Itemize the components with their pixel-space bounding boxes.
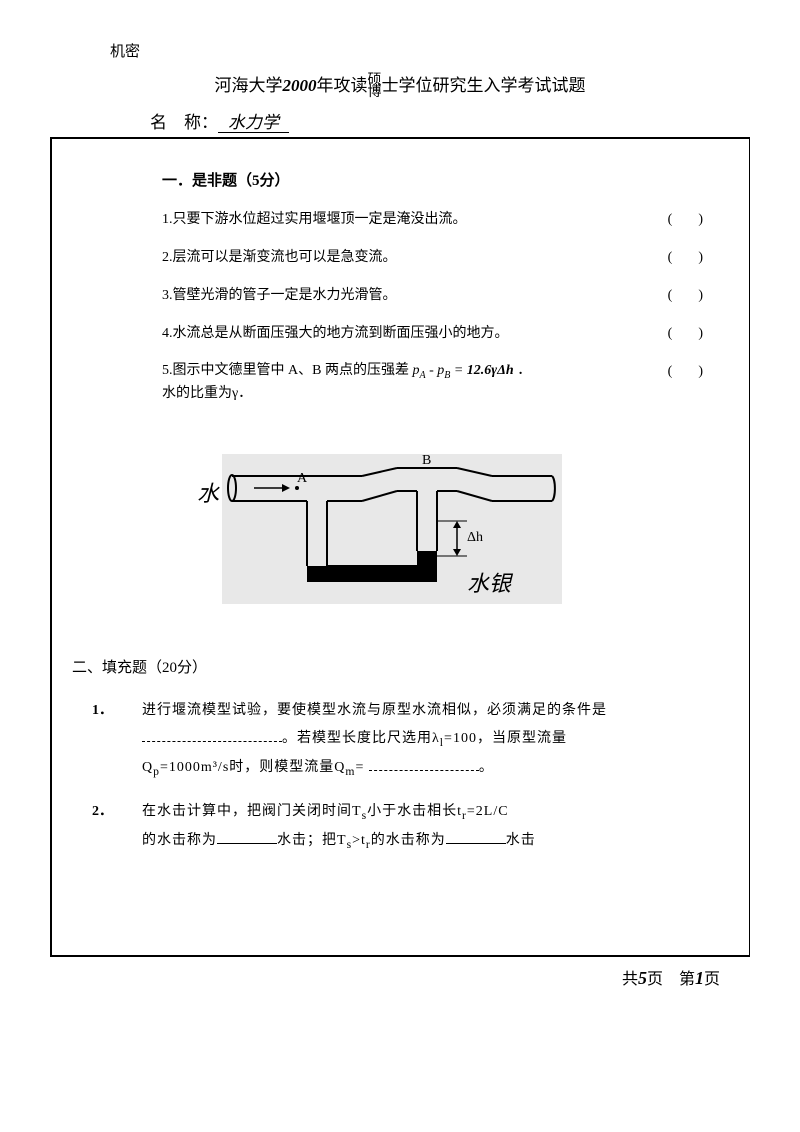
fill-q2-num: 2． bbox=[92, 798, 142, 856]
answer-bracket: ( ) bbox=[668, 208, 709, 228]
fill-q1-text: 进行堰流模型试验，要使模型水流与原型水流相似，必须满足的条件是 。若模型长度比尺… bbox=[142, 697, 709, 783]
label-a: A bbox=[297, 471, 308, 486]
label-b: B bbox=[422, 453, 431, 468]
question-3-text: 3.管壁光滑的管子一定是水力光滑管。 bbox=[162, 284, 648, 304]
question-5-text: 5.图示中文德里管中 A、B 两点的压强差 pA - pB = 12.6γΔh … bbox=[162, 360, 531, 406]
subject-label: 名 称： bbox=[150, 113, 218, 132]
question-4-text: 4.水流总是从断面压强大的地方流到断面压强小的地方。 bbox=[162, 322, 648, 342]
question-1: 1.只要下游水位超过实用堰堰顶一定是淹没出流。 ( ) bbox=[162, 208, 709, 228]
section1-title: 一．是非题（5分） bbox=[162, 169, 709, 190]
answer-bracket: ( ) bbox=[668, 246, 709, 266]
question-3: 3.管壁光滑的管子一定是水力光滑管。 ( ) bbox=[162, 284, 709, 304]
current-page: 1 bbox=[695, 968, 704, 988]
venturi-svg: A B Δh bbox=[202, 446, 582, 626]
page-footer: 共5页 第1页 bbox=[50, 965, 720, 989]
exam-title: 河海大学2000年攻读硕博士学位研究生入学考试试题 bbox=[50, 71, 750, 100]
label-dh: Δh bbox=[467, 530, 483, 545]
total-pages: 5 bbox=[638, 968, 647, 988]
question-4: 4.水流总是从断面压强大的地方流到断面压强小的地方。 ( ) bbox=[162, 322, 709, 342]
title-middle: 年攻读 bbox=[317, 76, 368, 95]
answer-bracket: ( ) bbox=[668, 360, 709, 380]
question-1-text: 1.只要下游水位超过实用堰堰顶一定是淹没出流。 bbox=[162, 208, 648, 228]
title-suffix: 士学位研究生入学考试试题 bbox=[382, 76, 586, 95]
fill-q1-num: 1． bbox=[92, 697, 142, 783]
fill-q2-text: 在水击计算中，把阀门关闭时间Ts小于水击相长tr=2L/C 的水击称为水击；把T… bbox=[142, 798, 709, 856]
mercury-label: 水银 bbox=[467, 566, 511, 598]
question-2-text: 2.层流可以是渐变流也可以是急变流。 bbox=[162, 246, 648, 266]
answer-bracket: ( ) bbox=[668, 284, 709, 304]
question-5: 5.图示中文德里管中 A、B 两点的压强差 pA - pB = 12.6γΔh … bbox=[162, 360, 709, 406]
question-2: 2.层流可以是渐变流也可以是急变流。 ( ) bbox=[162, 246, 709, 266]
title-prefix: 河海大学 bbox=[215, 76, 283, 95]
content-box: 一．是非题（5分） 1.只要下游水位超过实用堰堰顶一定是淹没出流。 ( ) 2.… bbox=[50, 137, 750, 957]
section2-title: 二、填充题（20分） bbox=[72, 656, 709, 677]
fill-question-1: 1． 进行堰流模型试验，要使模型水流与原型水流相似，必须满足的条件是 。若模型长… bbox=[162, 697, 709, 783]
title-year: 2000 bbox=[283, 76, 317, 95]
subject-row: 名 称：水力学 bbox=[150, 108, 750, 133]
answer-bracket: ( ) bbox=[668, 322, 709, 342]
venturi-diagram: A B Δh 水 水银 bbox=[202, 446, 709, 626]
fill-question-2: 2． 在水击计算中，把阀门关闭时间Ts小于水击相长tr=2L/C 的水击称为水击… bbox=[162, 798, 709, 856]
stacked-degree: 硕博 bbox=[368, 75, 382, 100]
subject-value: 水力学 bbox=[218, 113, 289, 133]
confidential-label: 机密 bbox=[110, 40, 750, 61]
water-label: 水 bbox=[197, 476, 219, 508]
